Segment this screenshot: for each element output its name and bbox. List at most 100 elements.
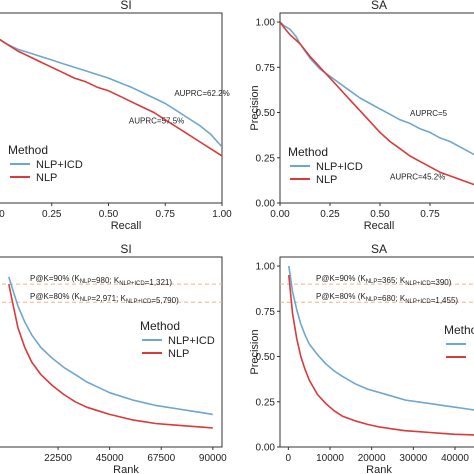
reference-label-part: NLP+ICD — [119, 281, 145, 287]
x-tick-label: 0 — [286, 453, 292, 464]
x-axis-label: Recall — [111, 220, 142, 232]
reference-label-part: =365; K — [377, 276, 405, 285]
legend-title: Method — [288, 145, 328, 159]
panel-sa-rank: SA 0 10000 20000 30000 40000 0.00 0.25 0.50 0.75 1… — [249, 242, 474, 474]
x-tick-label: 0.25 — [42, 209, 62, 220]
series-line-nlp-icd — [280, 21, 474, 156]
x-tick-label: 1.00 — [212, 209, 232, 220]
y-tick-label: 0.00 — [256, 443, 276, 454]
reference-label-part: P@K=90% (K — [30, 274, 80, 283]
x-tick-label: 20000 — [358, 453, 386, 464]
reference-label-part: NLP+ICD — [405, 299, 431, 305]
y-tick-label: 0.50 — [256, 352, 276, 363]
reference-label-part: P@K=90% (K — [316, 274, 366, 283]
y-tick-label: 1.00 — [256, 18, 276, 29]
legend-title: Methoc — [444, 323, 474, 337]
legend-label: NLP+ICD — [168, 335, 215, 347]
x-tick-label: 67500 — [147, 453, 175, 464]
reference-label-part: =980; K — [91, 276, 119, 285]
reference-label: P@K=90% (KNLP=365; KNLP+ICD=390) — [316, 274, 452, 287]
chart-title: SA — [371, 0, 387, 12]
y-axis-label: Precision — [249, 329, 261, 374]
legend-label: NLP — [316, 174, 337, 186]
x-tick-label: 0.25 — [320, 209, 340, 220]
x-tick-label: 90000 — [199, 453, 227, 464]
x-tick-label: 0.00 — [0, 209, 5, 220]
reference-label-part: NLP — [366, 279, 378, 285]
reference-label-part: NLP — [80, 297, 92, 303]
series-line-nlp — [8, 283, 213, 429]
chart-title: SI — [120, 242, 131, 256]
reference-label-part: P@K=80% (K — [316, 292, 366, 301]
auprc-annotation: AUPRC=57.5% — [129, 116, 184, 125]
plot-frame — [0, 256, 223, 448]
series-line-nlp-icd — [8, 276, 213, 416]
reference-label-part: P@K=80% (K — [30, 292, 80, 301]
reference-label-part: =680; K — [377, 294, 405, 303]
series-line-nlp — [288, 275, 474, 436]
legend-title: Method — [8, 143, 48, 157]
plot-frame — [0, 12, 223, 204]
reference-label: P@K=80% (KNLP=680; KNLP+ICD=1,455) — [316, 292, 458, 305]
x-tick-label: 40000 — [441, 453, 469, 464]
x-tick-label: 22500 — [44, 453, 72, 464]
plot-area — [0, 276, 222, 429]
x-tick-label: 0.75 — [420, 209, 440, 220]
y-tick-label: 0.00 — [256, 199, 276, 210]
plot-area — [0, 38, 222, 157]
y-tick-label: 0.75 — [256, 63, 276, 74]
chart-title: SA — [371, 242, 387, 256]
x-tick-label: 0.75 — [156, 209, 176, 220]
reference-label: P@K=90% (KNLP=980; KNLP+ICD=1,321) — [30, 274, 172, 287]
reference-label-part: NLP — [366, 297, 378, 303]
legend-label: NLP — [168, 348, 189, 360]
series-line-nlp-icd — [0, 38, 222, 148]
reference-label-part: NLP+ICD — [126, 299, 152, 305]
reference-label-part: =2,971; K — [91, 294, 126, 303]
chart-title: SI — [120, 0, 131, 12]
auprc-annotation: AUPRC=62.2% — [174, 89, 229, 98]
x-axis-label: Recall — [364, 220, 395, 232]
y-axis-label: Precision — [249, 85, 261, 130]
y-tick-label: 0.25 — [256, 153, 276, 164]
reference-label-part: =1,321) — [145, 278, 173, 287]
x-tick-label: 0.00 — [270, 209, 290, 220]
series-line-nlp — [0, 38, 222, 157]
legend: Methoc — [444, 323, 474, 358]
reference-label-part: =5,790) — [151, 296, 179, 305]
legend-label: NLP — [36, 172, 57, 184]
legend-label: NLP+ICD — [316, 161, 363, 173]
auprc-annotation: AUPRC=45.2% — [390, 172, 445, 181]
plot-frame — [279, 256, 474, 448]
plot-area — [280, 265, 474, 436]
panel-sa-pr: SA 0.00 0.25 0.50 0.75 0.00 0.25 0.50 0.75 1.00 Re… — [249, 0, 474, 232]
y-tick-label: 0.50 — [256, 108, 276, 119]
series-line-nlp-icd — [288, 265, 474, 411]
reference-label-part: =1,455) — [431, 296, 459, 305]
y-tick-label: 0.25 — [256, 397, 276, 408]
legend-label: NLP+ICD — [36, 159, 83, 171]
x-axis-label: Rank — [366, 464, 392, 474]
x-tick-label: 0.50 — [370, 209, 390, 220]
x-tick-label: 10000 — [316, 453, 344, 464]
plot-area — [280, 21, 474, 186]
series-line-nlp — [280, 21, 474, 186]
reference-label: P@K=80% (KNLP=2,971; KNLP+ICD=5,790) — [30, 292, 179, 305]
legend-title: Method — [140, 319, 180, 333]
reference-label-part: NLP — [80, 279, 92, 285]
y-tick-label: 0.75 — [256, 307, 276, 318]
reference-label-part: NLP+ICD — [405, 281, 431, 287]
x-tick-label: 45000 — [96, 453, 124, 464]
x-tick-label: 0.50 — [99, 209, 119, 220]
x-axis-label: Rank — [113, 464, 139, 474]
y-tick-label: 1.00 — [256, 262, 276, 273]
x-tick-label: 30000 — [399, 453, 427, 464]
reference-label-part: =390) — [431, 278, 452, 287]
auprc-annotation: AUPRC=5 — [410, 109, 448, 118]
panel-si-pr: SI 0.00 0.25 0.50 0.75 1.00 Recall AUPRC=62.2% A… — [0, 0, 232, 232]
